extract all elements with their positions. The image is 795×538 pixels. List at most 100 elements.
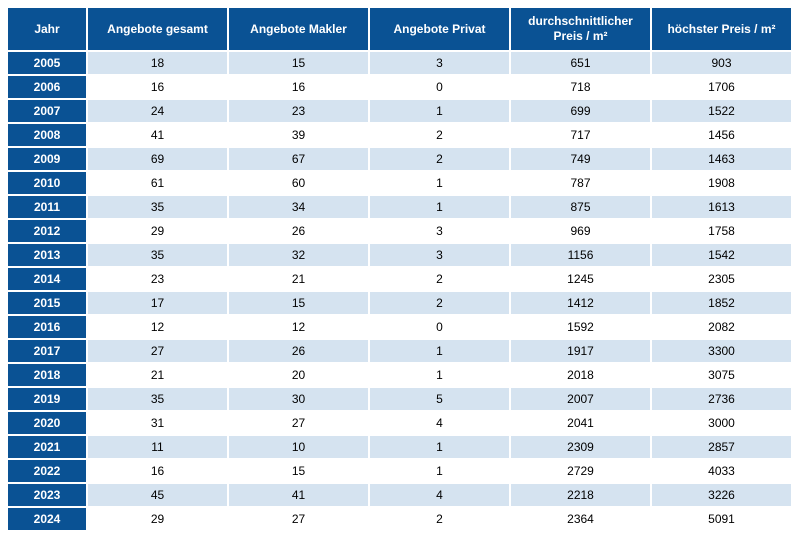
cell-year: 2020: [7, 411, 87, 435]
cell-value: 1852: [651, 291, 792, 315]
cell-value: 749: [510, 147, 651, 171]
cell-value: 11: [87, 435, 228, 459]
cell-value: 23: [87, 267, 228, 291]
cell-value: 10: [228, 435, 369, 459]
cell-value: 1908: [651, 171, 792, 195]
cell-year: 2023: [7, 483, 87, 507]
cell-value: 34: [228, 195, 369, 219]
cell-value: 21: [87, 363, 228, 387]
cell-value: 27: [228, 507, 369, 531]
price-history-table: Jahr Angebote gesamt Angebote Makler Ang…: [6, 6, 793, 532]
cell-value: 3075: [651, 363, 792, 387]
cell-value: 17: [87, 291, 228, 315]
col-header-private: Angebote Privat: [369, 7, 510, 51]
cell-value: 1: [369, 99, 510, 123]
cell-value: 23: [228, 99, 369, 123]
table-row: 20242927223645091: [7, 507, 792, 531]
cell-value: 3: [369, 243, 510, 267]
cell-value: 2309: [510, 435, 651, 459]
table-row: 200518153651903: [7, 51, 792, 75]
cell-value: 2018: [510, 363, 651, 387]
cell-value: 41: [228, 483, 369, 507]
cell-value: 29: [87, 219, 228, 243]
table-row: 20172726119173300: [7, 339, 792, 363]
cell-value: 4: [369, 411, 510, 435]
cell-value: 4033: [651, 459, 792, 483]
cell-value: 2041: [510, 411, 651, 435]
cell-value: 2857: [651, 435, 792, 459]
cell-value: 5: [369, 387, 510, 411]
cell-value: 45: [87, 483, 228, 507]
table-row: 2009696727491463: [7, 147, 792, 171]
table-row: 2006161607181706: [7, 75, 792, 99]
cell-value: 651: [510, 51, 651, 75]
cell-value: 18: [87, 51, 228, 75]
cell-value: 875: [510, 195, 651, 219]
cell-year: 2006: [7, 75, 87, 99]
cell-value: 1463: [651, 147, 792, 171]
cell-year: 2010: [7, 171, 87, 195]
cell-value: 12: [87, 315, 228, 339]
cell-value: 903: [651, 51, 792, 75]
cell-value: 21: [228, 267, 369, 291]
cell-value: 2: [369, 291, 510, 315]
cell-year: 2005: [7, 51, 87, 75]
table-row: 20221615127294033: [7, 459, 792, 483]
cell-year: 2016: [7, 315, 87, 339]
cell-value: 1917: [510, 339, 651, 363]
cell-value: 35: [87, 243, 228, 267]
table-row: 20151715214121852: [7, 291, 792, 315]
cell-value: 67: [228, 147, 369, 171]
table-body: 2005181536519032006161607181706200724231…: [7, 51, 792, 531]
cell-value: 787: [510, 171, 651, 195]
table-row: 20211110123092857: [7, 435, 792, 459]
cell-year: 2019: [7, 387, 87, 411]
cell-value: 27: [228, 411, 369, 435]
cell-year: 2009: [7, 147, 87, 171]
cell-value: 1758: [651, 219, 792, 243]
cell-value: 1613: [651, 195, 792, 219]
cell-value: 3226: [651, 483, 792, 507]
cell-value: 41: [87, 123, 228, 147]
cell-value: 2305: [651, 267, 792, 291]
cell-value: 29: [87, 507, 228, 531]
table-row: 2007242316991522: [7, 99, 792, 123]
cell-year: 2024: [7, 507, 87, 531]
cell-value: 1: [369, 195, 510, 219]
cell-value: 1: [369, 459, 510, 483]
cell-value: 16: [228, 75, 369, 99]
cell-value: 60: [228, 171, 369, 195]
cell-value: 2: [369, 123, 510, 147]
cell-value: 1245: [510, 267, 651, 291]
cell-value: 2: [369, 267, 510, 291]
cell-year: 2008: [7, 123, 87, 147]
cell-value: 717: [510, 123, 651, 147]
cell-value: 69: [87, 147, 228, 171]
cell-value: 26: [228, 339, 369, 363]
cell-value: 2007: [510, 387, 651, 411]
cell-value: 15: [228, 291, 369, 315]
cell-year: 2015: [7, 291, 87, 315]
cell-value: 16: [87, 459, 228, 483]
cell-value: 30: [228, 387, 369, 411]
cell-value: 3300: [651, 339, 792, 363]
cell-value: 969: [510, 219, 651, 243]
cell-value: 27: [87, 339, 228, 363]
table-row: 20193530520072736: [7, 387, 792, 411]
cell-value: 15: [228, 459, 369, 483]
cell-value: 35: [87, 195, 228, 219]
cell-value: 4: [369, 483, 510, 507]
cell-value: 20: [228, 363, 369, 387]
cell-value: 1: [369, 435, 510, 459]
table-row: 20161212015922082: [7, 315, 792, 339]
cell-value: 3: [369, 51, 510, 75]
col-header-max-price: höchster Preis / m²: [651, 7, 792, 51]
cell-value: 15: [228, 51, 369, 75]
cell-value: 1522: [651, 99, 792, 123]
cell-value: 1: [369, 363, 510, 387]
cell-value: 2218: [510, 483, 651, 507]
cell-value: 1: [369, 171, 510, 195]
cell-value: 2729: [510, 459, 651, 483]
cell-value: 1542: [651, 243, 792, 267]
cell-value: 24: [87, 99, 228, 123]
